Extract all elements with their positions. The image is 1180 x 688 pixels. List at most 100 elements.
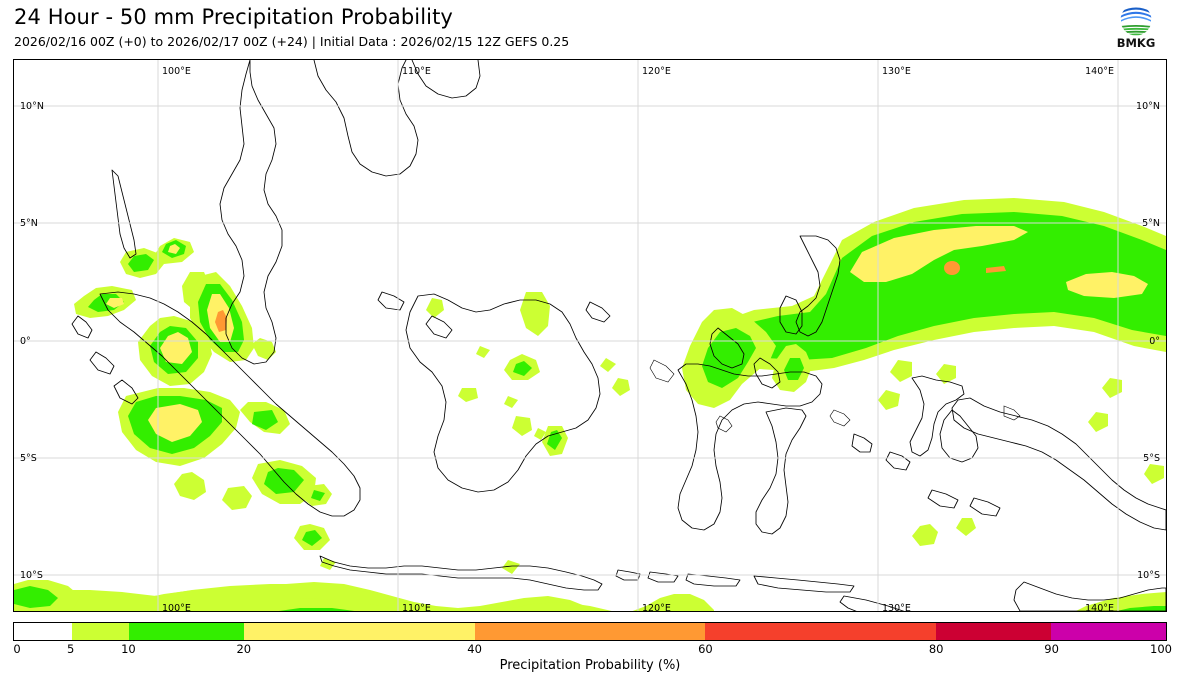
colorbar[interactable]: 0 5 10 20 40 60 80 90 100 [13,622,1172,656]
lon-label-bottom-100: 100°E [162,603,191,611]
lat-label-right-10N: 10°N [1136,101,1160,112]
contour-malay-core-40 [215,310,227,332]
contour-borneo-s-5 [512,416,532,436]
lat-label-right-5S: 5°S [1143,453,1160,464]
precipitation-map[interactable]: 100°E 110°E 120°E 130°E 140°E 100°E 110°… [13,59,1167,612]
contour-band-20 [850,226,1028,282]
contour-ne2-5 [1102,378,1122,398]
lat-label-right-5N: 5°N [1142,218,1160,229]
colorbar-tick-100: 100 [1150,642,1172,656]
contour-band-40 [944,261,960,275]
colorbar-tick-40: 40 [467,642,482,656]
page-header: 24 Hour - 50 mm Precipitation Probabilit… [0,0,1180,52]
bmkg-logo-icon: BMKG [1117,4,1156,50]
contour-ne-5 [890,360,912,382]
contour-java-n3-5 [534,428,546,440]
colorbar-tick-10: 10 [121,642,136,656]
contour-sumatra-s2-5 [174,472,206,500]
contour-borneo-n-5 [520,292,550,336]
colorbar-segment-10-20 [129,623,245,640]
lat-label-right-0: 0° [1149,336,1160,347]
contour-sumatra-s3-10 [302,530,322,546]
colorbar-tick-60: 60 [698,642,713,656]
contour-javanc2-5 [502,560,520,574]
lon-label-bottom-110: 110°E [402,603,431,611]
map-canvas: 100°E 110°E 120°E 130°E 140°E 100°E 110°… [14,60,1166,611]
contour-java-n5-5 [600,358,616,372]
colorbar-segment-20-40 [244,623,475,640]
contour-banda3-5 [956,518,976,536]
colorbar-segment-5-10 [71,623,130,640]
contour-sumatra-sw-20 [148,404,202,442]
contour-sumatra-c-20 [160,332,192,364]
contour-indian-e-5 [554,610,571,611]
coastline-layer [71,60,1166,611]
colorbar-tick-80: 80 [928,642,944,656]
contour-aceh-20 [106,298,124,308]
coastline-detail-layer [649,359,1021,433]
colorbar-segment-60-80 [705,623,936,640]
lon-label-top-140: 140°E [1085,66,1114,77]
bmkg-logo: BMKG [1104,2,1168,50]
contour-indian-main-10b [279,608,355,611]
contour-sulawesi-10 [702,328,756,388]
lat-label-left-10N: 10°N [20,101,44,112]
colorbar-tick-5: 5 [67,642,75,656]
contour-sunda-10 [311,490,325,501]
colorbar-gradient[interactable] [13,622,1167,641]
contour-java-n4-5 [612,378,630,396]
contour-thai-20 [168,244,180,254]
lat-label-right-10S: 10°S [1137,570,1160,581]
contour-indian-main-5 [38,590,587,611]
colorbar-segment-0-5 [14,623,72,640]
contour-borneo-w-5 [458,388,478,402]
contour-band-10 [726,212,1166,360]
contour-sumatra-s-10 [264,468,304,494]
contour-papua2-5 [1088,412,1108,432]
contour-borneo-c-10 [513,361,532,376]
lat-label-left-5N: 5°N [20,218,38,229]
colorbar-segment-40-60 [474,623,706,640]
lat-label-left-10S: 10°S [20,570,43,581]
contour-banda-5 [659,610,665,611]
lon-label-top-110: 110°E [402,66,431,77]
contour-papua-5 [1144,464,1164,484]
colorbar-axis-label: Precipitation Probability (%) [499,658,681,673]
contour-fill-layer [14,198,1166,611]
contour-andaman-10 [128,254,154,272]
page-title: 24 Hour - 50 mm Precipitation Probabilit… [14,5,453,29]
lat-label-left-0: 0° [20,336,31,347]
contour-java-n-5 [476,346,490,358]
contour-banda5-5 [936,364,956,384]
lon-label-bottom-120: 120°E [642,603,671,611]
contour-arafura-main-10 [1117,606,1166,611]
colorbar-tick-90: 90 [1044,642,1059,656]
lon-label-top-130: 130°E [882,66,911,77]
contour-band-40b [986,266,1006,273]
contour-arafura-main-5 [1076,594,1166,611]
contour-malay-tail-5 [252,338,276,360]
contour-lampung-5 [222,486,252,510]
contour-banda2-5 [912,524,938,546]
axis-label-layer: 100°E 110°E 120°E 130°E 140°E 100°E 110°… [20,66,1160,611]
colorbar-tick-20: 20 [236,642,252,656]
gridline-layer [14,60,1166,611]
colorbar-ticks: 0 5 10 20 40 60 80 90 100 [13,642,1172,660]
contour-sumatra-sw-ext10 [252,410,278,430]
page-subtitle: 2026/02/16 00Z (+0) to 2026/02/17 00Z (+… [14,34,570,49]
lon-label-top-120: 120°E [642,66,671,77]
colorbar-segment-90-100 [1050,623,1167,640]
lon-label-bottom-130: 130°E [882,603,911,611]
contour-bangka-5 [426,298,444,318]
lat-label-left-5S: 5°S [20,453,37,464]
contour-banda4-5 [878,390,900,410]
colorbar-segment-80-90 [935,623,1051,640]
lon-label-bottom-140: 140°E [1085,603,1114,611]
bmkg-logo-text: BMKG [1117,36,1156,50]
contour-band-20b [1066,272,1148,298]
colorbar-tick-0: 0 [13,642,21,656]
contour-indian-w-10 [14,586,58,608]
lon-label-top-100: 100°E [162,66,191,77]
contour-sulawesi-10b [784,358,804,380]
contour-java-n2-5 [504,396,518,408]
